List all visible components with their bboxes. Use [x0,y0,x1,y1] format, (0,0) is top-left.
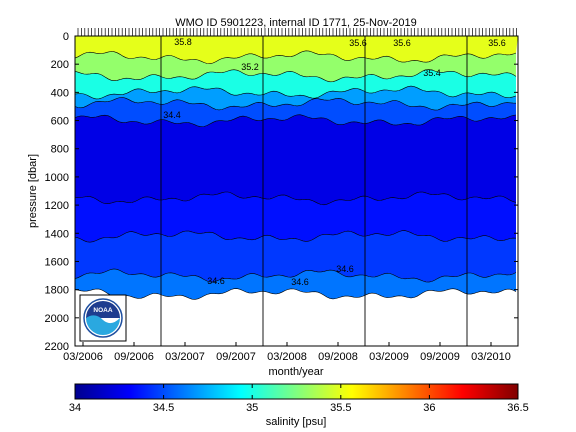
contour-label: 34.6 [336,264,354,274]
contour-lines [75,50,517,300]
x-tick-label: 03/2008 [267,351,307,363]
x-tick-label: 09/2007 [216,351,256,363]
contour-label: 35.6 [349,38,367,48]
plot-frame [74,35,519,347]
y-tick-label: 600 [51,116,69,128]
colorbar-tick-label: 34 [69,402,81,414]
salinity-band [75,192,516,243]
y-tick-label: 1800 [45,285,69,297]
profile-ticks [77,28,517,36]
y-tick-label: 1600 [45,256,69,268]
contour-label: 34.4 [163,110,181,120]
salinity-band [75,97,516,127]
contour-label: 34.6 [207,276,225,286]
noaa-logo: NOAA [79,294,127,342]
profile-separator-lines [160,36,468,346]
contour-label: 35.2 [241,62,259,72]
contour-line [75,114,517,128]
y-tick-label: 0 [63,31,69,43]
y-axis: 0 200 400 600 800 1000 1200 1400 1600 1800 2000 220… [45,31,518,353]
chart-title: WMO ID 5901223, internal ID 1771, 25-Nov… [175,17,417,29]
y-tick-label: 1400 [45,228,69,240]
contour-label: 35.4 [423,68,441,78]
contour-line [75,97,517,111]
contour-line [75,230,517,243]
salinity-band [75,230,516,283]
contour-line [75,268,517,283]
colorbar-tick-label: 35 [246,402,258,414]
y-tick-label: 2000 [45,313,69,325]
colorbar-tick-label: 36 [423,402,435,414]
salinity-band [75,50,516,82]
contour-label: 35.6 [393,38,411,48]
contour-labels: 34.4 34.6 34.6 34.6 35.2 35.4 35.6 35.6 35.8 35.6 [163,37,506,287]
salinity-band [75,114,516,205]
x-tick-label: 09/2008 [318,351,358,363]
y-tick-label: 200 [51,59,69,71]
contour-line [75,69,517,83]
x-tick-label: 03/2007 [165,351,205,363]
x-tick-label: 03/2009 [369,351,409,363]
y-tick-label: 1200 [45,200,69,212]
svg-text:NOAA: NOAA [93,307,112,314]
salinity-band [75,86,516,111]
y-tick-label: 400 [51,87,69,99]
contour-line [75,288,517,300]
colorbar-label: salinity [psu] [266,416,327,428]
contour-line [75,50,517,65]
colorbar-tick-label: 34.5 [153,402,174,414]
colorbar-tick-label: 36.5 [507,402,528,414]
x-tick-label: 09/2006 [114,351,154,363]
contour-line [75,85,517,100]
y-axis-label: pressure [dbar] [27,154,39,228]
salinity-bands [75,36,518,300]
x-tick-label: 03/2010 [471,351,511,363]
x-tick-label: 09/2009 [420,351,460,363]
x-axis: 03/2006 09/2006 03/2007 09/2007 03/2008 09/20… [63,342,511,363]
x-axis-label: month/year [268,366,323,378]
y-tick-label: 2200 [45,341,69,353]
y-tick-label: 1000 [45,172,69,184]
contour-label: 35.6 [488,38,506,48]
contour-line [75,191,517,206]
x-tick-label: 03/2006 [63,351,103,363]
salinity-band [75,36,518,64]
plot-area [75,36,518,346]
contour-label: 34.6 [291,277,309,287]
y-tick-label: 800 [51,144,69,156]
colorbar-axis: 34 34.5 35 35.5 36 36.5 [69,384,529,414]
colorbar [74,383,519,400]
colorbar-tick-label: 35.5 [330,402,351,414]
salinity-band [75,69,516,99]
contour-label: 35.8 [174,37,192,47]
